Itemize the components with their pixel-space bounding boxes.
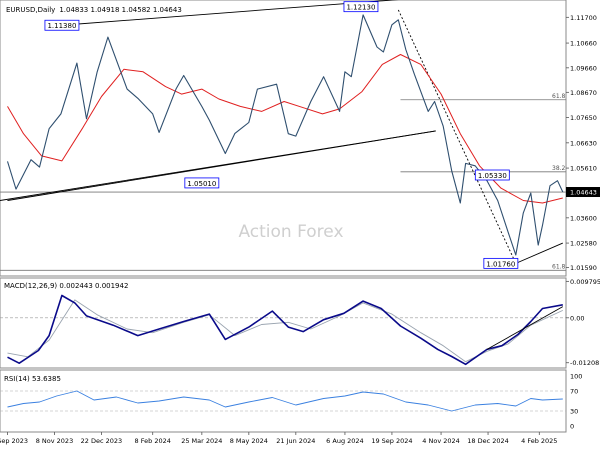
price-tick-5: 1.06630 (570, 139, 597, 147)
macd-tick-1: 0.00 (570, 314, 584, 322)
macd-trendline-0 (486, 306, 564, 350)
price-label-box-1 (184, 177, 220, 189)
date-tick-11: 4 Feb 2025 (521, 437, 557, 445)
price-tick-8: 1.03600 (570, 214, 597, 222)
trendline-4 (515, 242, 563, 264)
macd-tick-2: -0.012081 (570, 359, 600, 367)
rsi-tick-2: 30 (570, 408, 578, 416)
price-label-3: 1.05330 (478, 172, 507, 180)
price-tick-3: 1.08670 (570, 89, 597, 97)
symbol-label: EURUSD,Daily 1.04833 1.04918 1.04582 1.04… (6, 6, 182, 14)
level-label-1: 38.2 (552, 165, 566, 172)
trendline-1 (7, 130, 436, 201)
date-axis: 25 Sep 2023 8 Nov 2023 22 Dec 2023 8 Feb 20… (0, 432, 557, 445)
macd-signal-line (7, 299, 563, 363)
price-panel: Action Forex 61.8 38.2 61.8 1.11380 1.05010… (0, 0, 600, 277)
moving-average-line (7, 54, 563, 204)
date-tick-5: 8 May 2024 (230, 437, 268, 445)
price-series (6, 14, 564, 256)
rsi-line (7, 390, 563, 412)
date-tick-2: 22 Dec 2023 (81, 437, 123, 445)
rsi-axis: 100 70 30 0 (570, 373, 582, 431)
rsi-series (7, 390, 563, 412)
price-label-2: 1.12130 (346, 4, 375, 12)
price-axis: 1.11700 1.10660 1.09660 1.08670 1.07650 1.066… (566, 14, 600, 272)
price-levels: 61.8 38.2 61.8 (0, 93, 566, 271)
macd-series (7, 294, 564, 366)
price-tick-2: 1.09660 (570, 64, 597, 72)
date-tick-6: 21 Jun 2024 (276, 437, 315, 445)
price-tick-0: 1.11700 (570, 14, 597, 22)
rsi-tick-1: 70 (570, 388, 578, 396)
macd-axis: 0.009795 0.00 -0.012081 (566, 278, 600, 367)
current-price-marker (566, 187, 600, 198)
price-label-box-3 (474, 169, 510, 181)
rsi-guides (0, 390, 566, 412)
price-label-0: 1.11380 (47, 22, 76, 30)
macd-line (7, 294, 563, 366)
macd-title: MACD(12,26,9) 0.002443 0.001942 (4, 282, 128, 290)
rsi-title: RSI(14) 53.6385 (4, 375, 61, 383)
price-label-box-0 (44, 19, 80, 31)
level-label-0: 61.8 (552, 93, 566, 100)
macd-tick-0: 0.009795 (570, 278, 600, 286)
price-tick-9: 1.02580 (570, 240, 597, 248)
rsi-panel: RSI(14) 53.6385 100 70 30 0 (0, 369, 582, 433)
price-label-box-4 (483, 257, 519, 269)
date-tick-0: 25 Sep 2023 (0, 437, 28, 445)
macd-panel: MACD(12,26,9) 0.002443 0.001942 0.009795… (0, 277, 600, 369)
trendline-3 (397, 9, 517, 264)
date-tick-10: 18 Dec 2024 (467, 437, 509, 445)
date-tick-1: 8 Nov 2023 (36, 437, 74, 445)
price-tick-7: 1.04643 (570, 189, 597, 197)
date-tick-4: 25 Mar 2024 (181, 437, 222, 445)
rsi-tick-3: 0 (570, 423, 574, 431)
date-tick-8: 19 Sep 2024 (371, 437, 412, 445)
price-line (6, 14, 564, 256)
rsi-tick-0: 100 (570, 373, 582, 381)
price-label-box-2 (343, 1, 379, 13)
date-tick-7: 6 Aug 2024 (326, 437, 364, 445)
price-tick-1: 1.10660 (570, 40, 597, 48)
price-annotations: 1.11380 1.05010 1.12130 1.05330 1.01760 (44, 1, 519, 269)
watermark: Action Forex (238, 222, 343, 242)
date-tick-9: 4 Nov 2024 (422, 437, 460, 445)
price-tick-6: 1.05610 (570, 165, 597, 173)
price-tick-4: 1.07650 (570, 114, 597, 122)
level-label-3: 61.8 (552, 263, 566, 270)
price-label-1: 1.05010 (187, 180, 216, 188)
price-tick-10: 1.01590 (570, 264, 597, 272)
date-tick-3: 8 Feb 2024 (135, 437, 171, 445)
price-label-4: 1.01760 (486, 260, 515, 268)
